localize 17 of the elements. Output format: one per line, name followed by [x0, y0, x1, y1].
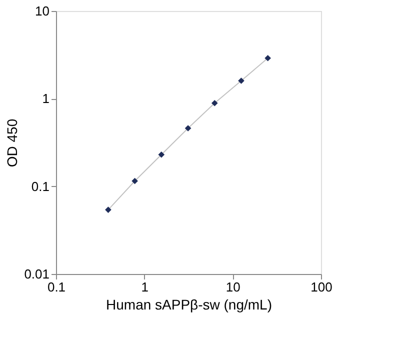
point [105, 206, 112, 213]
point [238, 78, 244, 84]
y-axis-title: OD 450 [4, 118, 20, 168]
x-tick-label: 0.1 [47, 280, 66, 294]
x-tick-label: 1 [141, 280, 148, 294]
point [184, 125, 192, 132]
x-tick-label: 10 [226, 280, 240, 294]
y-tick-label: 0.01 [24, 266, 50, 282]
x-tick-label: 100 [310, 280, 332, 294]
y-tick-label: 10 [35, 4, 50, 18]
y-tick-label: 0.1 [31, 178, 50, 194]
point [132, 178, 138, 184]
y-tick-label: 1 [42, 91, 50, 106]
x-axis-title: Human sAPPβ-sw (ng/mL) [106, 296, 272, 312]
point [158, 151, 165, 158]
point [264, 54, 271, 62]
point [211, 100, 218, 106]
